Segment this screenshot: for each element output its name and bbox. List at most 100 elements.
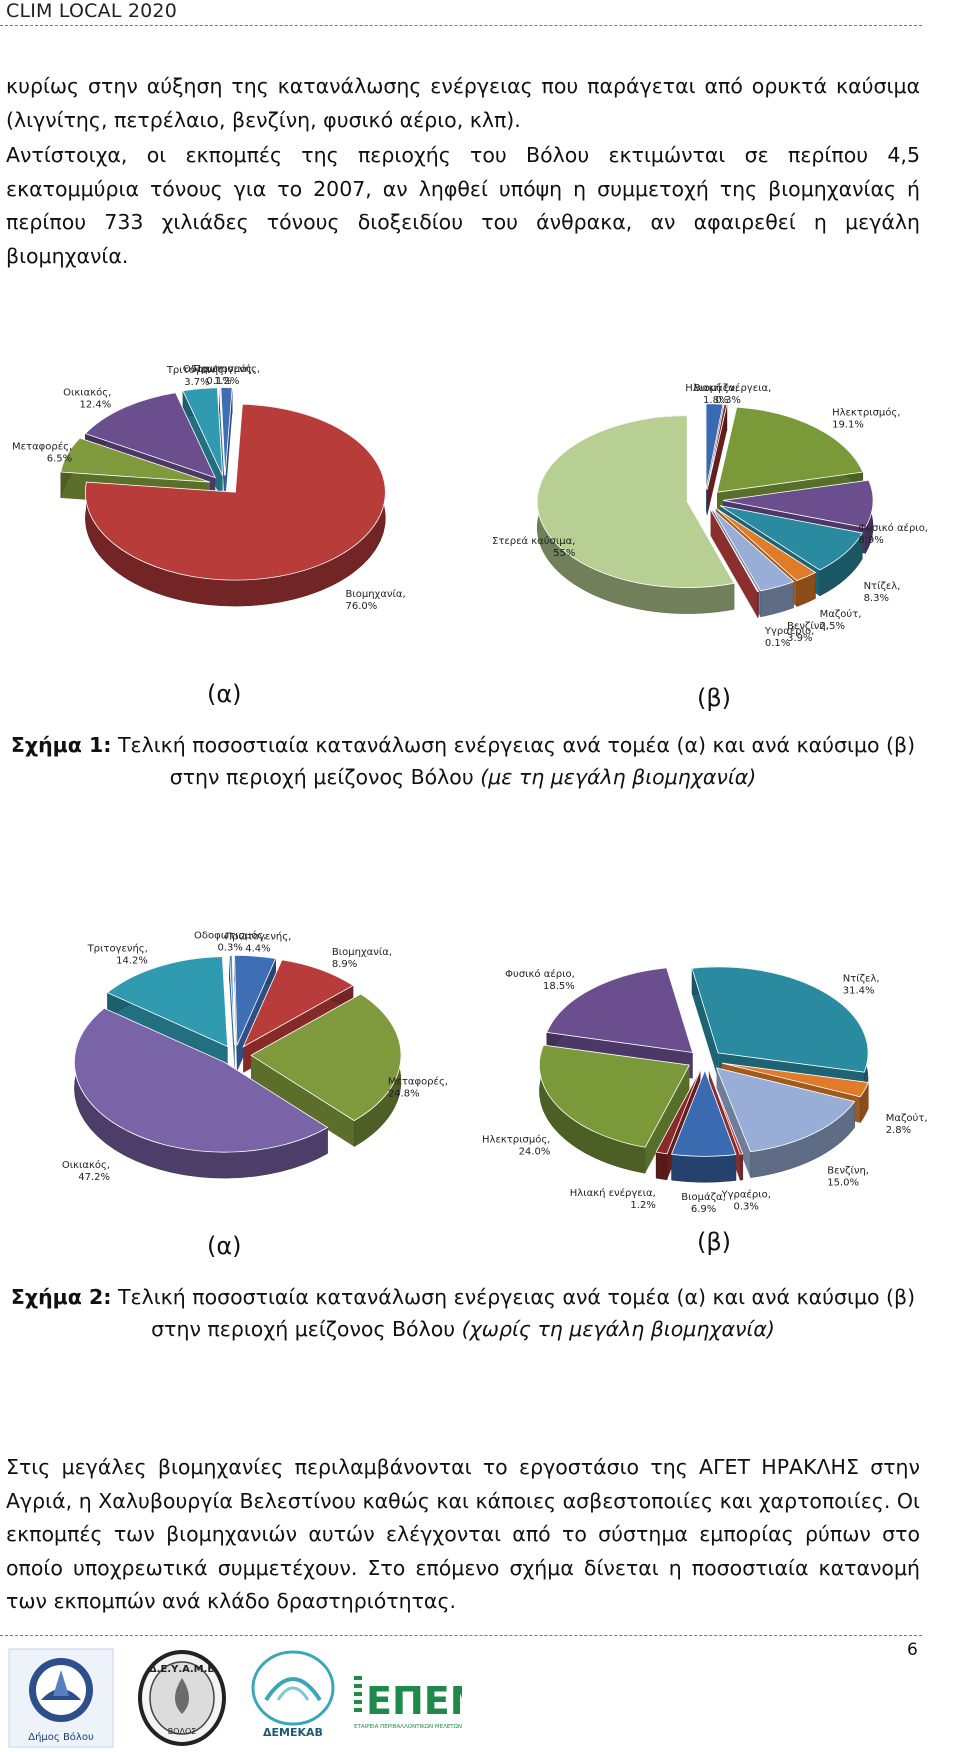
pie-slice-top xyxy=(722,479,874,529)
pie-slice-label: Υγραέριο, 0.3% xyxy=(720,1188,770,1212)
pie-slice-label: Βιομηχανία, 8.9% xyxy=(332,946,392,970)
pie-slice-cut xyxy=(225,387,233,502)
pie-slice-top xyxy=(715,1067,856,1153)
pie-slice-top xyxy=(712,509,795,592)
pie-slice xyxy=(715,1067,856,1178)
dimos-volou-emblem: Δήμος Βόλου xyxy=(8,1648,114,1748)
pie-chart-fig1a: Οδοφωτισμός, 0.1%Πρωτογενής, 1.2% Βιομηχανί… xyxy=(12,363,406,612)
pie-slices xyxy=(536,403,874,618)
pie-slice-top xyxy=(546,967,694,1053)
figure2-caption-note: (χωρίς τη μεγάλη βιομηχανία) xyxy=(461,1317,775,1341)
pie-slice-cut xyxy=(716,1067,751,1178)
pie-slice-top xyxy=(705,403,724,490)
pie-slice-top xyxy=(539,1044,690,1148)
pie-slice-top xyxy=(242,959,354,1048)
figure1-label-b: (β) xyxy=(697,684,732,712)
pie-slice-label: Ηλεκτρισμός, 24.0% xyxy=(482,1133,550,1157)
figure1-chart-a: Οδοφωτισμός, 0.1% Πρωτογενής, 1.2% Βιομηχανί… xyxy=(10,345,430,645)
paragraph-1: κυρίως στην αύξηση της κατανάλωσης ενέργ… xyxy=(6,74,920,132)
pie-slice-top xyxy=(228,955,235,1046)
pie-slice xyxy=(670,1069,737,1183)
pie-chart-fig1b: Βιομάζα, 1.8%Ηλιακή ενέργεια, 0.3% Ηλεκτρισ… xyxy=(492,382,928,649)
pie-slice-label: Βιομάζα, 6.9% xyxy=(681,1191,726,1215)
pie-slice-label: Ηλιακή ενέργεια, 1.2% xyxy=(570,1187,656,1211)
pie-slice-top xyxy=(719,505,863,571)
pie-slice xyxy=(84,403,386,607)
pie-slice-label: Πρωτογενής, 1.2% xyxy=(193,363,260,387)
pie-slice-cut xyxy=(707,404,727,516)
pie-slice-label: Βιομάζα, 1.8% xyxy=(693,382,738,406)
figure1-caption: Σχήμα 1: Τελική ποσοστιαία κατανάλωση εν… xyxy=(6,729,920,793)
epem-emblem: ΕΠΕΜ ΕΤΑΙΡΕΙΑ ΠΕΡΙΒΑΛΛΟΝΤΙΚΩΝ ΜΕΛΕΤΩΝ xyxy=(354,1676,488,1730)
pie-slice-label: Οδοφωτισμός, 0.1% xyxy=(183,363,255,387)
pie-slice-side xyxy=(757,591,759,618)
footer-divider xyxy=(0,1635,922,1636)
pie-slice xyxy=(536,415,735,614)
pie-chart-fig2a: Οδοφωτισμός, 0.3%Πρωτογενής, 4.4% Βιομηχανί… xyxy=(62,929,448,1183)
pie-slice-top xyxy=(234,955,277,1046)
pie-slice-label: Τριτογενής, 14.2% xyxy=(87,943,148,967)
pie-slice-label: Βενζίνη, 3.9% xyxy=(787,620,829,644)
pie-slice-top xyxy=(84,403,386,581)
deyamv-logo-city: ΒΟΛΟΣ xyxy=(168,1727,197,1736)
pie-slice-side xyxy=(655,1151,668,1181)
pie-chart-fig2b: Ντίζελ, 31.4% Μαζούτ, 2.8% Βενζίνη, 15.0% Υγρα… xyxy=(482,966,928,1215)
pie-slice-top xyxy=(220,387,233,476)
pie-slice-label: Μεταφορές, 6.5% xyxy=(12,441,72,465)
pie-slice-top xyxy=(708,1069,744,1155)
page-number: 6 xyxy=(907,1640,918,1660)
pie-slice-label: Μαζούτ, 2.5% xyxy=(820,608,862,632)
figure2-caption-text: Τελική ποσοστιαία κατανάλωση ενέργειας α… xyxy=(111,1285,916,1341)
dimos-volou-logo: Δήμος Βόλου xyxy=(8,1648,114,1752)
pie-slice-top xyxy=(716,406,864,493)
pie-slice-top xyxy=(706,403,728,490)
pie-slice-top xyxy=(218,387,225,476)
pie-slice-label: Τριτογενής, 3.7% xyxy=(166,364,227,388)
pie-slice-label: Ντίζελ, 8.3% xyxy=(864,580,901,604)
paragraph-3: Στις μεγάλες βιομηχανίες περιλαμβάνονται… xyxy=(6,1455,920,1613)
pie-slice xyxy=(250,993,402,1148)
header-title: CLIM LOCAL 2020 xyxy=(6,0,177,22)
pie-slice-label: Φυσικό αέριο, 18.5% xyxy=(505,968,575,992)
epem-logo-text: ΕΠΕΜ xyxy=(366,1679,462,1723)
pie-slice-label: Πρωτογενής, 4.4% xyxy=(225,930,292,954)
figure2-label-b: (β) xyxy=(697,1228,732,1256)
pie-slice-top xyxy=(250,993,402,1122)
figure2-label-a: (α) xyxy=(207,1232,242,1260)
pie-slice-top xyxy=(722,1062,869,1098)
figure2-caption: Σχήμα 2: Τελική ποσοστιαία κατανάλωση εν… xyxy=(6,1281,920,1345)
pie-slice-top xyxy=(84,392,216,479)
epem-logo-subtext: ΕΤΑΙΡΕΙΑ ΠΕΡΙΒΑΛΛΟΝΤΙΚΩΝ ΜΕΛΕΤΩΝ xyxy=(354,1724,462,1730)
pie-slice xyxy=(706,403,728,516)
pie-slice-label: Ντίζελ, 31.4% xyxy=(843,972,880,996)
dimos-volou-logo-text: Δήμος Βόλου xyxy=(28,1731,94,1743)
pie-slice-cut xyxy=(692,968,719,1079)
pie-slice xyxy=(539,1044,690,1174)
deyamv-logo: Δ.Ε.Υ.Α.Μ.Β ΒΟΛΟΣ xyxy=(136,1648,228,1752)
pie-slice-top xyxy=(106,956,229,1048)
pie-slice-top xyxy=(710,509,760,592)
deyamv-emblem: Δ.Ε.Υ.Α.Μ.Β ΒΟΛΟΣ xyxy=(138,1650,226,1746)
pie-slice-top xyxy=(74,1007,329,1153)
pie-slices xyxy=(60,387,386,607)
pie-labels: Βιομάζα, 1.8%Ηλιακή ενέργεια, 0.3% Ηλεκτρισ… xyxy=(492,382,928,649)
pie-labels: Οδοφωτισμός, 0.3%Πρωτογενής, 4.4% Βιομηχανί… xyxy=(62,929,448,1183)
paragraph-2: Αντίστοιχα, οι εκπομπές της περιοχής του… xyxy=(6,143,920,268)
pie-slice-label: Μαζούτ, 2.8% xyxy=(886,1112,928,1136)
pie-slice-label: Βιομηχανία, 76.0% xyxy=(345,588,405,612)
figure2-chart-b: Ντίζελ, 31.4% Μαζούτ, 2.8% Βενζίνη, 15.0% Υγρα… xyxy=(480,945,930,1215)
pie-labels: Ντίζελ, 31.4% Μαζούτ, 2.8% Βενζίνη, 15.0% Υγρα… xyxy=(482,968,928,1215)
pie-slice xyxy=(74,1007,329,1179)
pie-slice xyxy=(710,509,760,618)
pie-slice-label: Ηλιακή ενέργεια, 0.3% xyxy=(685,382,771,406)
epem-logo: ΕΠΕΜ ΕΤΑΙΡΕΙΑ ΠΕΡΙΒΑΛΛΟΝΤΙΚΩΝ ΜΕΛΕΤΩΝ xyxy=(352,1668,488,1742)
figure1-caption-text: Τελική ποσοστιαία κατανάλωση ενέργειας α… xyxy=(111,733,916,789)
pie-slices xyxy=(74,955,402,1179)
pie-slice-label: Βενζίνη, 15.0% xyxy=(827,1164,869,1188)
pie-slice-cut xyxy=(645,1065,690,1174)
demekav-emblem: ΔΕΜΕΚΑΒ xyxy=(251,1650,335,1739)
deyamv-logo-text: Δ.Ε.Υ.Α.Μ.Β xyxy=(149,1664,215,1675)
pie-slice-label: Μεταφορές, 24.8% xyxy=(388,1076,448,1100)
header-divider xyxy=(0,25,922,26)
pie-slice-top xyxy=(715,507,817,582)
